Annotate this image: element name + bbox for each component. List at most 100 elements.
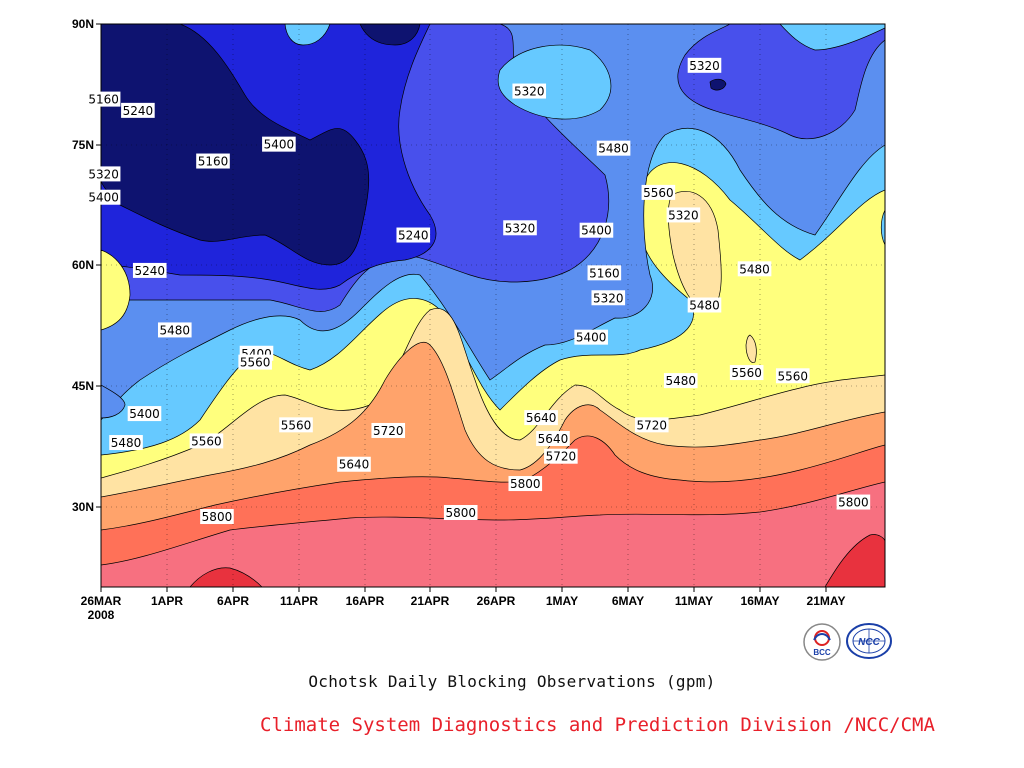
x-tick-label: 21APR [411, 594, 450, 608]
contour-label-text: 5560 [777, 369, 808, 383]
plot-frame [100, 23, 886, 588]
contour-label-text: 5160 [88, 93, 119, 107]
x-tick-label: 16APR [346, 594, 385, 608]
contour-label: 5400 [127, 406, 162, 422]
contour-label: 5800 [508, 476, 543, 492]
contour-labels: 5240 5160 5160 5320 5400 5240 5240 5160 5320 5480… [86, 57, 871, 524]
x-tick-label: 26APR [477, 594, 516, 608]
contour-label-text: 5480 [665, 374, 696, 388]
contour-label-bg [775, 368, 810, 384]
ncc-logo: NCC [846, 623, 892, 659]
contour-label: 5320 [503, 220, 537, 236]
contour-label-text: 5400 [264, 138, 295, 152]
contour-label-text: 5560 [643, 186, 674, 200]
contour-label-text: 5400 [581, 224, 612, 238]
contour-band [745, 334, 757, 363]
contour-label: 5720 [634, 417, 669, 433]
contour-label-text: 5560 [731, 366, 762, 380]
contour-label-bg [524, 410, 558, 426]
contour-label-bg [587, 265, 622, 281]
contour-band [101, 481, 885, 587]
x-tick-label: 21MAY [807, 594, 846, 608]
y-tick-label: 90N [72, 17, 94, 31]
contour-label-bg [337, 456, 371, 472]
contour-label: 5240 [121, 102, 155, 118]
contour-band [709, 78, 727, 91]
axis-layer: 26MAR 1APR 6APR 11APR 16APR 21APR 26APR 1MAY 6MA… [72, 17, 845, 622]
contour-fill-layer [101, 24, 885, 587]
contour-label-bg [86, 91, 121, 107]
contour-label-text: 5400 [88, 191, 119, 205]
contour-label-text: 5400 [576, 331, 607, 345]
contour-label: 5640 [524, 410, 558, 426]
contour-label-text: 5480 [689, 299, 720, 313]
contour-label-text: 5240 [123, 104, 154, 118]
contour-label-bg [508, 476, 543, 492]
contour-label-bg [503, 220, 537, 236]
contour-label-text: 5160 [198, 155, 229, 169]
contour-label: 5640 [337, 456, 371, 472]
contour-label-text: 5320 [88, 167, 119, 181]
contour-label-text: 5240 [134, 264, 165, 278]
contour-label: 5400 [574, 329, 608, 345]
x-tick-label: 11APR [280, 594, 318, 608]
x-tick-label: 1APR [151, 594, 183, 608]
contour-label-bg [109, 435, 143, 451]
contour-label-bg [238, 354, 272, 370]
contour-label-text: 5320 [505, 221, 536, 235]
contour-label: 5480 [157, 322, 192, 338]
contour-label-text: 5480 [598, 142, 629, 156]
contour-label-text: 5480 [111, 436, 142, 450]
contour-label: 5480 [687, 297, 722, 313]
x-tick-label: 6APR [217, 594, 249, 608]
contour-label-bg [836, 494, 871, 510]
contour-label-bg [279, 417, 313, 433]
ncc-logo-text: NCC [858, 637, 880, 648]
contour-label-text: 5320 [689, 59, 720, 73]
contour-label-text: 5480 [160, 323, 191, 337]
contour-label: 5160 [587, 265, 622, 281]
bcc-logo-text: BCC [813, 648, 831, 657]
contour-label-bg [663, 373, 698, 389]
contour-label: 5640 [536, 431, 570, 447]
x-tick-label: 11MAY [675, 594, 713, 608]
contour-label: 5240 [396, 227, 431, 243]
contour-label-bg [574, 329, 608, 345]
contour-label: 5800 [200, 509, 234, 524]
x-tick-label: 6MAY [612, 594, 644, 608]
contour-label: 5320 [666, 207, 701, 223]
contour-label-text: 5720 [637, 418, 668, 432]
contour-label-text: 5400 [129, 407, 160, 421]
contour-label-bg [371, 422, 406, 438]
contour-label-bg [687, 57, 722, 73]
contour-label-bg [200, 509, 234, 525]
contour-label-text: 5320 [514, 85, 545, 99]
contour-label-bg [157, 322, 192, 338]
contour-label: 5720 [544, 448, 578, 464]
y-tick-label: 60N [72, 258, 94, 272]
contour-label-bg [189, 433, 224, 449]
contour-label: 5560 [775, 368, 810, 384]
contour-label: 5320 [687, 57, 722, 73]
contour-label-bg [687, 297, 722, 313]
x-tick-label: 16MAY [741, 594, 780, 608]
contour-label: 5480 [737, 261, 772, 277]
contour-label-bg [729, 365, 764, 381]
contour-label-text: 5240 [398, 229, 429, 243]
contour-label-bg [666, 207, 701, 223]
contour-label-bg [579, 222, 614, 238]
contour-label-text: 5800 [202, 510, 233, 524]
y-tick-label: 30N [72, 500, 94, 514]
contour-label-bg [132, 262, 167, 278]
contour-label: 5560 [279, 417, 313, 433]
contour-label-text: 5560 [191, 434, 222, 448]
contour-label-bg [127, 406, 162, 422]
contour-label-bg [396, 227, 431, 243]
contour-label: 5480 [596, 140, 631, 156]
contour-label: 5560 [189, 433, 224, 449]
x-tick-label: 1MAY [546, 594, 578, 608]
contour-label-bg [634, 417, 669, 433]
contour-label: 5320 [86, 166, 121, 182]
contour-label-text: 5800 [510, 477, 541, 491]
